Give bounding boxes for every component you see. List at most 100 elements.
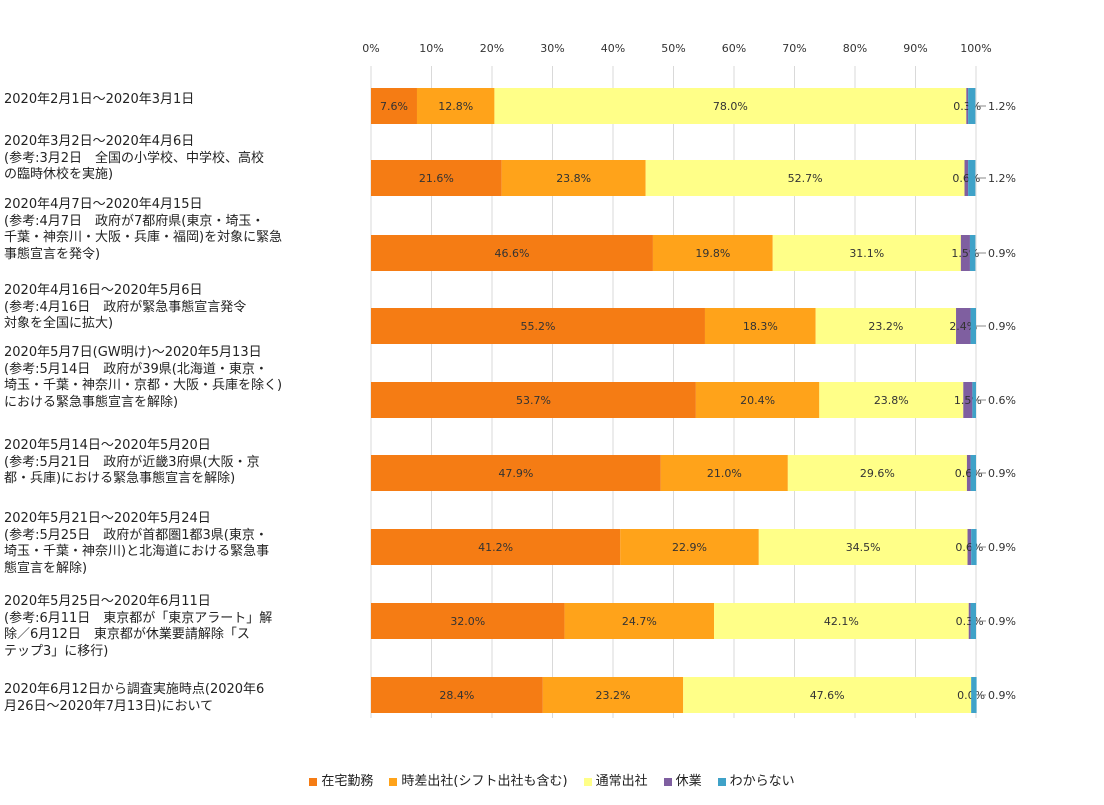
bar-segment xyxy=(416,88,495,124)
category-label-line: 埼玉・千葉・神奈川・京都・大阪・兵庫を除く) xyxy=(4,378,283,393)
x-tick-label: 100% xyxy=(960,42,991,55)
category-label-line: 2020年5月21日～2020年5月24日 xyxy=(4,511,211,526)
data-label: 19.8% xyxy=(695,247,730,260)
bar-segment xyxy=(371,308,705,344)
category-label: 2020年4月16日～2020年5月6日 (参考:4月16日 政府が緊急事態宣言発… xyxy=(4,283,334,333)
category-label-line: 2020年6月12日から調査実施時点(2020年6 xyxy=(4,682,265,697)
data-label: 0.3% xyxy=(956,615,984,628)
legend-label: 在宅勤務 xyxy=(321,774,374,789)
data-label: 21.0% xyxy=(707,467,742,480)
legend-swatch xyxy=(663,777,672,786)
bar-segment xyxy=(714,603,969,639)
category-label-line: 事態宣言を発令) xyxy=(4,246,101,262)
category-label-line: 2020年5月14日～2020年5月20日 xyxy=(4,438,211,453)
bar-segment xyxy=(968,160,976,196)
category-label-line: 2020年5月7日(GW明け)～2020年5月13日 xyxy=(4,345,262,360)
category-label-line: の臨時休校を実施) xyxy=(4,167,114,182)
category-label-line: 態宣言を解除) xyxy=(4,560,88,576)
data-label: 0.9% xyxy=(988,467,1016,480)
x-tick-label: 40% xyxy=(601,42,625,55)
data-label: 18.3% xyxy=(743,320,778,333)
legend-label: 休業 xyxy=(675,774,702,789)
data-label: 34.5% xyxy=(846,541,881,554)
bar-segment xyxy=(968,603,971,639)
bar-segment xyxy=(815,308,957,344)
bar-segment xyxy=(645,160,965,196)
category-label-line: 埼玉・千葉・神奈川)と北海道における緊急事 xyxy=(4,544,270,559)
category-label-line: 月26日～2020年7月13日)において xyxy=(4,698,214,714)
bar-segment xyxy=(956,308,971,344)
bar-segment xyxy=(371,160,502,196)
legend-swatch xyxy=(389,777,398,786)
legend-swatch xyxy=(717,777,726,786)
bar-segment xyxy=(501,160,646,196)
category-label: 2020年5月21日～2020年5月24日 (参考:5月25日 政府が首都圏1都3… xyxy=(4,511,334,577)
data-label: 78.0% xyxy=(713,100,748,113)
data-label: 52.7% xyxy=(788,172,823,185)
legend-label: 通常出社 xyxy=(595,774,648,789)
category-label-line: (参考:4月16日 政府が緊急事態宣言発令 xyxy=(4,299,247,315)
bar-segment xyxy=(966,88,969,124)
category-label: 2020年5月25日～2020年6月11日 (参考:6月11日 東京都が「東京アラ… xyxy=(4,594,334,660)
data-label: 1.2% xyxy=(988,100,1016,113)
data-label: 22.9% xyxy=(672,541,707,554)
bar-segment xyxy=(371,529,621,565)
bar-segment xyxy=(967,529,972,565)
bar-segment xyxy=(683,677,972,713)
bar-segment xyxy=(970,308,976,344)
legend-item: 在宅勤務 xyxy=(309,770,373,789)
data-label: 23.8% xyxy=(556,172,591,185)
chart-legend: 在宅勤務 時差出社(シフト出社も含む) 通常出社 休業 わからない xyxy=(0,770,1104,789)
bar-segment xyxy=(371,382,696,418)
x-tick-label: 60% xyxy=(722,42,746,55)
bar-segment xyxy=(542,677,684,713)
legend-item: 休業 xyxy=(663,770,702,789)
legend-label: わからない xyxy=(729,774,795,789)
bar-segment xyxy=(371,603,565,639)
data-label: 1.2% xyxy=(988,172,1016,185)
category-label-line: (参考:6月11日 東京都が「東京アラート」解 xyxy=(4,610,273,626)
category-label-line: (参考:4月7日 政府が7都府県(東京・埼玉・ xyxy=(4,213,265,229)
bar-segment xyxy=(564,603,715,639)
category-label-line: 千葉・神奈川・大阪・兵庫・福岡)を対象に緊急 xyxy=(4,230,283,245)
bar-segment xyxy=(964,160,969,196)
data-label: 23.2% xyxy=(596,689,631,702)
bar-segment xyxy=(963,382,973,418)
x-tick-label: 0% xyxy=(362,42,379,55)
data-label: 23.2% xyxy=(868,320,903,333)
data-label: 47.6% xyxy=(810,689,845,702)
bar-segment xyxy=(620,529,759,565)
bar-segment xyxy=(971,529,977,565)
bar-segment xyxy=(960,235,970,271)
category-label: 2020年3月2日～2020年4月6日 (参考:3月2日 全国の小学校、中学校、高… xyxy=(4,134,334,184)
bar-segment xyxy=(695,382,820,418)
data-label: 41.2% xyxy=(478,541,513,554)
x-tick-label: 30% xyxy=(540,42,564,55)
x-tick-label: 90% xyxy=(903,42,927,55)
category-label-line: 2020年3月2日～2020年4月6日 xyxy=(4,134,195,149)
category-label-line: 2020年5月25日～2020年6月11日 xyxy=(4,594,211,609)
category-label-line: テップ3」に移行) xyxy=(4,643,109,659)
category-label-line: 除／6月12日 東京都が休業要請解除「ス xyxy=(4,627,250,642)
data-label: 0.6% xyxy=(988,394,1016,407)
data-label: 46.6% xyxy=(494,247,529,260)
x-tick-label: 20% xyxy=(480,42,504,55)
category-label: 2020年2月1日～2020年3月1日 xyxy=(4,92,334,109)
bar-segment xyxy=(970,603,976,639)
bar-segment xyxy=(371,88,417,124)
category-label-line: (参考:5月14日 政府が39県(北海道・東京・ xyxy=(4,361,268,377)
bar-segment xyxy=(972,382,976,418)
bar-segment xyxy=(704,308,816,344)
category-label-line: (参考:3月2日 全国の小学校、中学校、高校 xyxy=(4,150,264,166)
data-label: 0.9% xyxy=(988,320,1016,333)
data-label: 0.9% xyxy=(988,689,1016,702)
data-label: 53.7% xyxy=(516,394,551,407)
data-label: 42.1% xyxy=(824,615,859,628)
category-label-line: 2020年4月16日～2020年5月6日 xyxy=(4,283,203,298)
bar-segment xyxy=(971,677,977,713)
x-tick-label: 80% xyxy=(843,42,867,55)
legend-swatch xyxy=(309,777,318,786)
data-label: 47.9% xyxy=(498,467,533,480)
bar-segment xyxy=(371,235,653,271)
